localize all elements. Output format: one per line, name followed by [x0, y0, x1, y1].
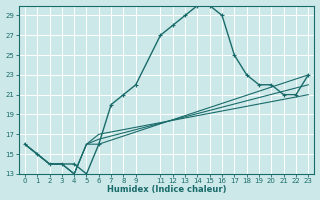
X-axis label: Humidex (Indice chaleur): Humidex (Indice chaleur)	[107, 185, 226, 194]
